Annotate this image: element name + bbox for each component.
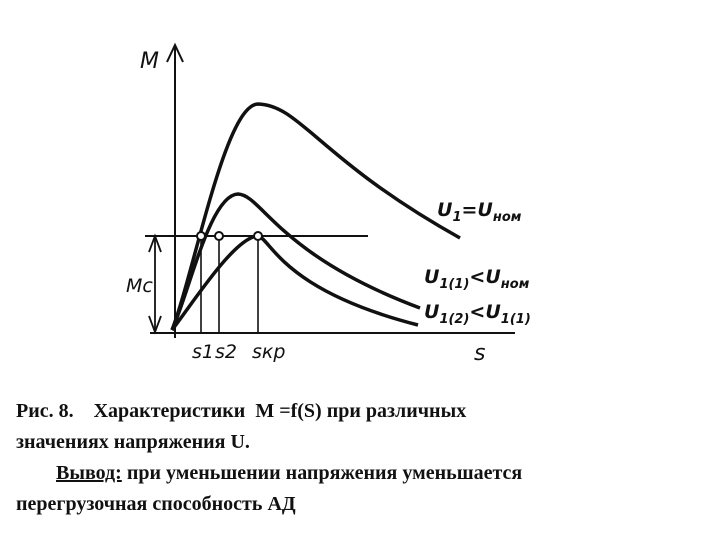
curve-label-u1-nominal: U1=Uном <box>437 199 522 225</box>
y-axis-label: M <box>140 49 159 74</box>
curve-label-u1-1: U1(1)<Uном <box>424 266 530 292</box>
figure-caption: Рис. 8. Характеристики M =f(S) при разли… <box>16 396 706 520</box>
mc-label: Mc <box>126 275 153 297</box>
caption-line-2: значениях напряжения U. <box>16 431 250 453</box>
operating-point-skr <box>253 231 263 241</box>
conclusion-text: при уменьшении напряжения уменьшается <box>121 462 523 484</box>
x-axis-label: s <box>474 341 485 366</box>
caption-line-4: перегрузочная способность АД <box>16 493 296 515</box>
operating-point-s2 <box>214 231 224 241</box>
mc-arrow-bottom <box>148 315 162 335</box>
skr-label: sкр <box>252 341 285 363</box>
operating-point-s1 <box>196 231 206 241</box>
torque-slip-diagram: M s Mc s1 s2 sкр U1=Uном U1(1)<Uном U1(2… <box>126 42 531 366</box>
curve-u1-2 <box>170 234 419 332</box>
curve-label-u1-2: U1(2)<U1(1) <box>424 301 531 327</box>
caption-line-1: Рис. 8. Характеристики M =f(S) при разли… <box>16 400 467 422</box>
y-axis-arrow <box>166 42 184 63</box>
conclusion-label: Вывод: <box>56 462 122 484</box>
caption-conclusion: Вывод: при уменьшении напряжения уменьша… <box>16 458 706 489</box>
s2-label: s2 <box>215 341 237 363</box>
curve-u1-nominal <box>170 102 461 331</box>
curve-u1-1 <box>170 192 421 331</box>
s1-label: s1 <box>192 341 214 363</box>
